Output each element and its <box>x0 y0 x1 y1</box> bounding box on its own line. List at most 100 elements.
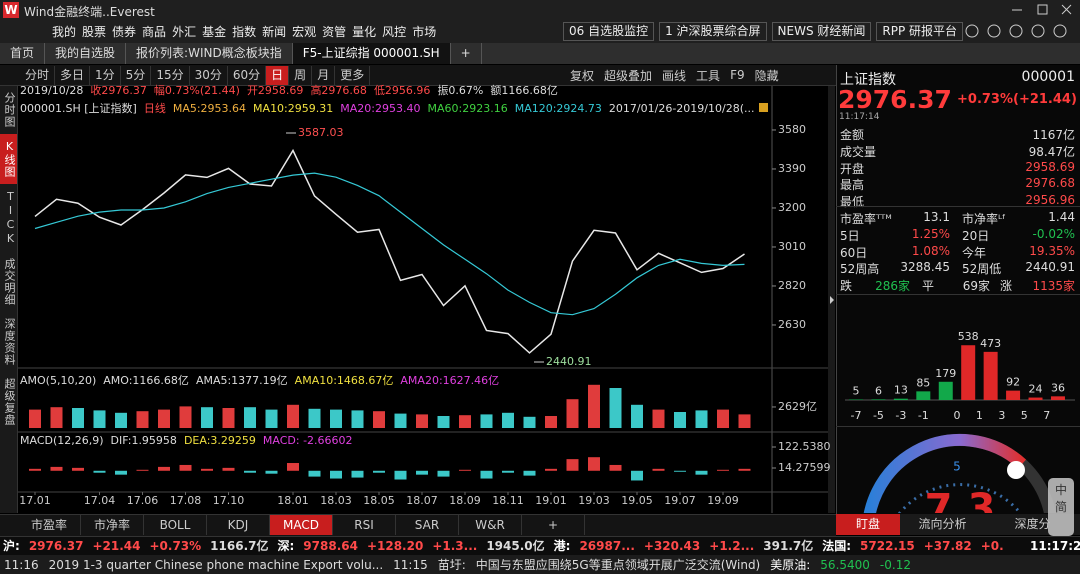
bar <box>545 468 557 471</box>
period-button[interactable]: 60分 <box>228 65 267 85</box>
menu-item[interactable]: 商品 <box>142 24 167 39</box>
menu-item[interactable]: 资管 <box>322 24 347 39</box>
indicator-tab[interactable]: W&R <box>459 514 522 535</box>
maximize[interactable] <box>1037 4 1048 15</box>
tool-button[interactable]: 工具 <box>696 68 721 83</box>
news-item[interactable]: 中国与东盟应围绕5G等重点领域开展广泛交流(Wind) <box>475 558 761 572</box>
tab[interactable]: F5-上证综指 000001.SH <box>292 43 451 64</box>
icon[interactable] <box>987 24 1001 38</box>
period-button[interactable]: 周 <box>289 65 313 85</box>
tool-button[interactable]: 超级叠加 <box>604 68 653 83</box>
x-tick-label: 18.01 <box>277 494 309 507</box>
tab[interactable]: 我的自选股 <box>45 43 127 64</box>
period-button[interactable]: 日 <box>266 65 290 85</box>
breadth-item: 69家 <box>962 279 990 293</box>
menu-item[interactable]: 市场 <box>412 24 437 39</box>
quick-button[interactable]: 1 沪深股票综合屏 <box>659 22 767 41</box>
panel-tab[interactable]: 盯盘 <box>836 514 900 535</box>
bar <box>523 470 536 476</box>
period-button[interactable]: 30分 <box>190 65 228 85</box>
period-button[interactable]: 月 <box>312 65 336 85</box>
indicator-tab[interactable]: BOLL <box>144 514 207 535</box>
x-tick-label: 18.05 <box>363 494 395 507</box>
period-button[interactable]: 分时 <box>20 65 56 85</box>
tool-button[interactable]: 复权 <box>570 68 595 83</box>
bar <box>652 468 665 471</box>
x-tick-label: 19.03 <box>578 494 610 507</box>
side-tab[interactable]: 成交明细 <box>3 258 16 306</box>
bar <box>136 469 149 471</box>
indicator-tab[interactable]: MACD <box>270 514 333 535</box>
panel-tab[interactable]: 深度分 <box>1014 517 1051 531</box>
icon[interactable] <box>1031 24 1045 38</box>
menu-item[interactable]: 债券 <box>112 24 137 39</box>
ime-widget[interactable] <box>1048 478 1074 536</box>
icon[interactable] <box>1053 24 1067 38</box>
lock-icon[interactable] <box>759 103 768 112</box>
menu-item[interactable]: 股票 <box>82 24 107 39</box>
news-item[interactable]: 2019 1-3 quarter Chinese phone machine E… <box>48 557 384 572</box>
legend-item: AMO:1166.68亿 <box>103 374 189 387</box>
side-tab[interactable]: K线图 <box>0 134 17 184</box>
bar <box>566 399 579 428</box>
period-button[interactable]: 5分 <box>121 65 152 85</box>
period-button[interactable]: 更多 <box>335 65 371 85</box>
menu-item[interactable]: 我的 <box>52 24 77 39</box>
panel-tab[interactable]: 流向分析 <box>918 517 967 531</box>
menu-item[interactable]: 量化 <box>352 24 377 39</box>
ratio-value: 19.35% <box>1029 243 1075 258</box>
status-item: 港: <box>553 539 571 553</box>
indicator-tab[interactable]: SAR <box>396 514 459 535</box>
tool-button[interactable]: F9 <box>730 68 745 82</box>
legend-item: AMA10:1468.67亿 <box>295 374 394 387</box>
indicator-tab[interactable]: RSI <box>333 514 396 535</box>
ratio-label: 5日 <box>840 228 860 243</box>
menu-item[interactable]: 指数 <box>232 24 257 39</box>
menu-item[interactable]: 风控 <box>382 24 407 39</box>
stat-label: 成交量 <box>840 144 877 159</box>
stat-value: 2956.96 <box>1025 193 1075 208</box>
side-tab[interactable]: 深度资料 <box>3 318 16 366</box>
y-tick-label: 2820 <box>778 279 806 292</box>
indicator-tab[interactable]: KDJ <box>207 514 270 535</box>
status-item: +128.20 <box>366 538 424 553</box>
collapse-handle[interactable] <box>828 86 835 513</box>
quick-button[interactable]: 06 自选股监控 <box>563 22 655 41</box>
side-tab[interactable]: 分时图 <box>3 92 16 128</box>
bar <box>29 409 41 428</box>
tab[interactable]: + <box>451 43 482 64</box>
indicator-tab[interactable]: 市盈率 <box>18 514 81 535</box>
indicator-tab[interactable]: + <box>522 514 585 535</box>
toolbar-bg <box>0 65 836 86</box>
price-line <box>34 148 745 354</box>
quick-button[interactable]: RPP 研报平台 <box>876 22 964 41</box>
menu-item[interactable]: 新闻 <box>262 24 287 39</box>
tab[interactable]: 报价列表:WIND概念板块指 <box>126 43 293 64</box>
menu-item[interactable]: 基金 <box>202 24 227 39</box>
panel-tabs: 盯盘 流向分析 深度分 <box>836 514 1080 535</box>
menu-item[interactable]: 外汇 <box>172 24 197 39</box>
bar <box>179 406 192 428</box>
menu-item[interactable]: 宏观 <box>292 24 317 39</box>
news-item: 11:15 <box>393 557 428 572</box>
bar <box>201 407 213 428</box>
quick-button[interactable]: NEWS 财经新闻 <box>771 22 872 41</box>
period-button[interactable]: 多日 <box>55 65 91 85</box>
side-tab[interactable]: TICK <box>4 190 17 246</box>
period-button[interactable]: 15分 <box>151 65 190 85</box>
icon[interactable] <box>965 24 979 38</box>
status-item: 2976.37 <box>28 538 84 553</box>
status-item: 5722.15 <box>860 538 915 553</box>
side-tab[interactable]: 超级复盘 <box>3 378 16 426</box>
indicator-tab[interactable]: 市净率 <box>81 514 144 535</box>
stat-label: 最高 <box>840 178 865 193</box>
close[interactable] <box>1061 4 1072 15</box>
ratio-label: 20日 <box>962 228 990 243</box>
period-button[interactable]: 1分 <box>90 65 121 85</box>
tab[interactable]: 首页 <box>0 43 46 64</box>
icon[interactable] <box>1009 24 1023 38</box>
status-item: +21.44 <box>92 538 141 553</box>
tool-button[interactable]: 隐藏 <box>754 68 779 83</box>
news-item: 苗圩: <box>437 558 466 572</box>
tool-button[interactable]: 画线 <box>662 68 687 83</box>
